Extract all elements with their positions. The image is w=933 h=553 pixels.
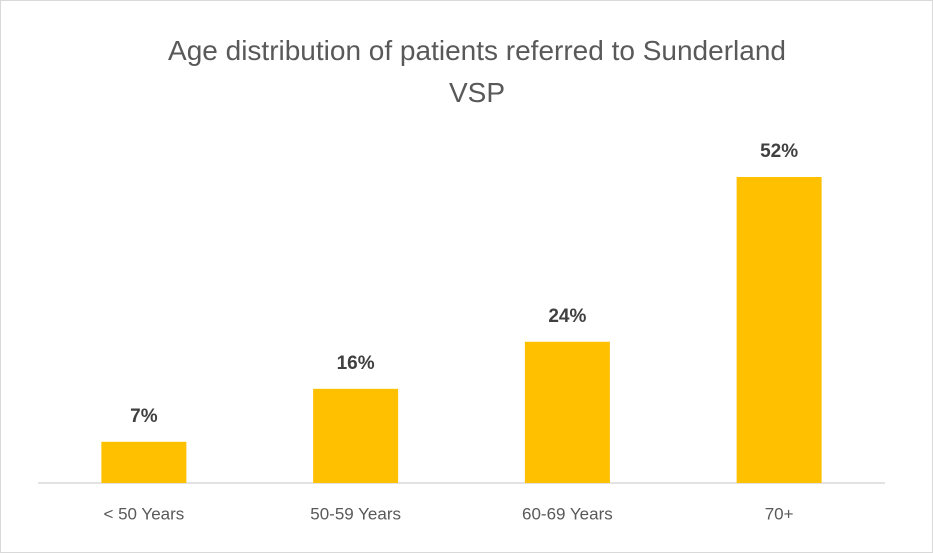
bar (736, 177, 822, 483)
x-tick-label: 60-69 Years (522, 504, 613, 523)
x-tick-label: 50-59 Years (310, 504, 401, 523)
chart-title: Age distribution of patients referred to… (168, 35, 786, 108)
x-tick-label: 70+ (765, 504, 794, 523)
data-label: 7% (130, 406, 158, 427)
bar (101, 441, 187, 483)
data-label: 52% (760, 141, 798, 162)
x-tick-label: < 50 Years (103, 504, 184, 523)
data-label: 24% (548, 306, 586, 327)
bar (524, 341, 610, 483)
bar (313, 388, 399, 483)
data-label: 16% (337, 353, 375, 374)
